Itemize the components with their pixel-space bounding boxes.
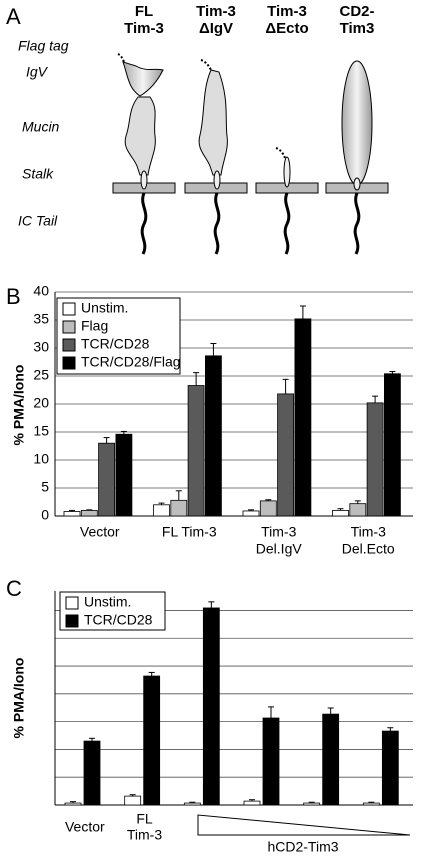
construct-name: ΔIgV xyxy=(199,20,233,37)
bar xyxy=(202,607,220,806)
construct-name: Tim3 xyxy=(340,20,375,37)
x-tick-label: Del.IgV xyxy=(256,541,303,557)
bar xyxy=(63,511,81,517)
legend-swatch xyxy=(62,302,76,316)
bar xyxy=(170,499,188,517)
bar xyxy=(124,795,142,806)
bar xyxy=(115,433,133,517)
x-tick-label: Tim-3 xyxy=(261,524,296,540)
bar xyxy=(80,509,98,517)
domain-label: IgV xyxy=(26,64,49,80)
bar xyxy=(349,503,367,517)
x-tick-label: Vector xyxy=(65,819,105,835)
x-tick-label: Vector xyxy=(80,524,120,540)
legend-label: TCR/CD28 xyxy=(81,336,150,352)
y-axis-label: % PMA/Iono xyxy=(11,658,27,739)
bar xyxy=(242,510,260,517)
bar xyxy=(187,385,205,517)
bar xyxy=(64,802,82,806)
legend-box xyxy=(56,297,181,375)
legend-label: TCR/CD28 xyxy=(84,612,153,628)
legend-swatch xyxy=(62,356,76,370)
x-tick-label: Del.Ecto xyxy=(342,541,395,557)
domain-label: Mucin xyxy=(22,119,60,135)
bar xyxy=(381,730,399,806)
bar xyxy=(204,355,222,517)
construct-name: FL xyxy=(135,3,153,20)
bar xyxy=(259,500,277,517)
panel-label: C xyxy=(6,576,22,601)
bar xyxy=(322,713,340,806)
bar xyxy=(332,509,349,517)
x-tick-label: Tim-3 xyxy=(351,524,386,540)
x-tick-label: FL Tim-3 xyxy=(162,524,217,540)
y-tick-label: 0 xyxy=(41,507,49,523)
y-tick-label: 40 xyxy=(33,283,49,299)
legend-swatch xyxy=(65,596,79,610)
bar xyxy=(183,802,201,806)
bar xyxy=(83,740,101,806)
construct-name: Tim-3 xyxy=(267,3,307,20)
panel-label: A xyxy=(6,4,21,29)
domain-label: Flag tag xyxy=(18,38,69,54)
bar xyxy=(362,802,380,806)
legend-swatch xyxy=(62,320,76,334)
bar xyxy=(98,442,115,517)
domain-label: Stalk xyxy=(22,166,54,182)
y-tick-label: 30 xyxy=(33,339,49,355)
y-tick-label: 35 xyxy=(33,311,49,327)
x-tick-label: Tim-3 xyxy=(127,827,162,843)
bar xyxy=(277,393,295,517)
bar xyxy=(262,717,280,806)
dose-wedge xyxy=(197,814,411,836)
x-tick-label: FL xyxy=(136,811,153,827)
y-tick-label: 25 xyxy=(33,367,49,383)
domain-label: IC Tail xyxy=(18,213,58,229)
legend-label: TCR/CD28/Flag xyxy=(81,354,181,370)
bar xyxy=(366,402,384,517)
legend-label: Flag xyxy=(81,318,108,334)
bar xyxy=(294,318,312,517)
y-tick-label: 15 xyxy=(33,423,49,439)
panel-label: B xyxy=(6,284,21,309)
y-tick-label: 20 xyxy=(33,395,49,411)
legend-swatch xyxy=(62,338,76,352)
y-tick-label: 5 xyxy=(41,479,49,495)
legend-label: Unstim. xyxy=(84,594,131,610)
construct-name: Tim-3 xyxy=(196,3,236,20)
y-axis-label: % PMA/Iono xyxy=(11,365,27,446)
group-label: hCD2-Tim3 xyxy=(267,839,338,855)
bar xyxy=(143,675,161,806)
construct-name: ΔEcto xyxy=(265,20,308,37)
bar xyxy=(243,800,261,806)
construct-shapes xyxy=(112,53,389,255)
construct-name: CD2- xyxy=(339,3,374,20)
legend-label: Unstim. xyxy=(81,300,128,316)
bar xyxy=(303,802,321,806)
legend-swatch xyxy=(65,614,79,628)
bar xyxy=(153,504,170,517)
construct-name: Tim-3 xyxy=(124,20,164,37)
bar xyxy=(383,373,401,517)
y-tick-label: 10 xyxy=(33,451,49,467)
